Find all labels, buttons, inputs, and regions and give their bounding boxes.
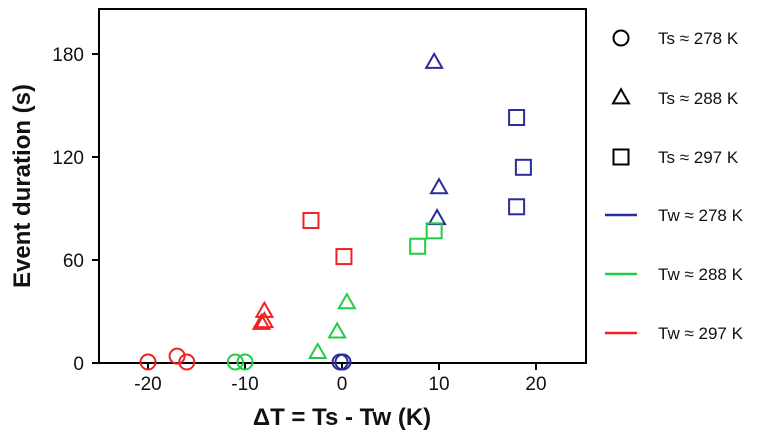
data-point xyxy=(236,353,254,371)
legend: Ts ≈ 278 K Ts ≈ 288 K Ts ≈ 297 K Tw ≈ 278 K… xyxy=(605,29,744,343)
x-tick-label: 10 xyxy=(428,374,449,395)
legend-label: Tw ≈ 297 K xyxy=(658,324,744,343)
legend-label: Tw ≈ 278 K xyxy=(658,206,744,225)
data-point xyxy=(254,300,275,318)
legend-label: Ts ≈ 297 K xyxy=(658,148,739,167)
x-tick-label: 20 xyxy=(525,374,546,395)
legend-label: Tw ≈ 288 K xyxy=(658,265,744,284)
plot-frame xyxy=(98,8,587,364)
data-point xyxy=(168,347,186,365)
data-point xyxy=(337,292,357,310)
x-axis: -20 -10 0 10 20 xyxy=(134,363,547,395)
data-point xyxy=(254,311,275,329)
legend-marker xyxy=(612,148,630,166)
x-tick-label: -20 xyxy=(134,374,161,395)
data-point xyxy=(425,222,443,240)
data-points xyxy=(139,51,532,371)
data-point xyxy=(251,312,272,330)
data-point xyxy=(327,321,347,339)
legend-label: Ts ≈ 288 K xyxy=(658,89,739,108)
data-point xyxy=(302,212,320,230)
x-tick-label: -10 xyxy=(231,374,258,395)
data-point xyxy=(508,198,526,216)
legend-item: Tw ≈ 297 K xyxy=(605,324,744,343)
data-point xyxy=(335,248,353,266)
legend-label: Ts ≈ 278 K xyxy=(658,29,739,48)
data-point xyxy=(427,208,447,226)
legend-item: Ts ≈ 278 K xyxy=(612,29,739,48)
data-point xyxy=(334,353,352,371)
data-point xyxy=(424,51,444,69)
data-point xyxy=(226,353,244,371)
legend-item: Ts ≈ 288 K xyxy=(611,87,739,108)
x-axis-title: ΔT = Ts - Tw (K) xyxy=(253,404,431,431)
legend-marker xyxy=(612,29,630,47)
y-axis-title: Event duration (s) xyxy=(9,84,36,288)
y-axis: 0 60 120 180 xyxy=(52,45,99,375)
x-tick-label: 0 xyxy=(337,374,348,395)
y-tick-label: 120 xyxy=(52,148,84,169)
y-tick-label: 0 xyxy=(73,354,84,375)
legend-item: Tw ≈ 288 K xyxy=(605,265,744,284)
data-point xyxy=(178,353,196,371)
data-point xyxy=(429,177,449,195)
data-point xyxy=(308,341,328,360)
legend-marker xyxy=(611,87,631,105)
data-point xyxy=(139,353,157,371)
legend-item: Tw ≈ 278 K xyxy=(605,206,744,225)
y-tick-label: 60 xyxy=(63,251,84,272)
y-tick-label: 180 xyxy=(52,45,84,66)
legend-item: Ts ≈ 297 K xyxy=(612,148,739,167)
data-point xyxy=(514,158,532,176)
data-point xyxy=(508,109,526,127)
data-point xyxy=(409,237,427,255)
